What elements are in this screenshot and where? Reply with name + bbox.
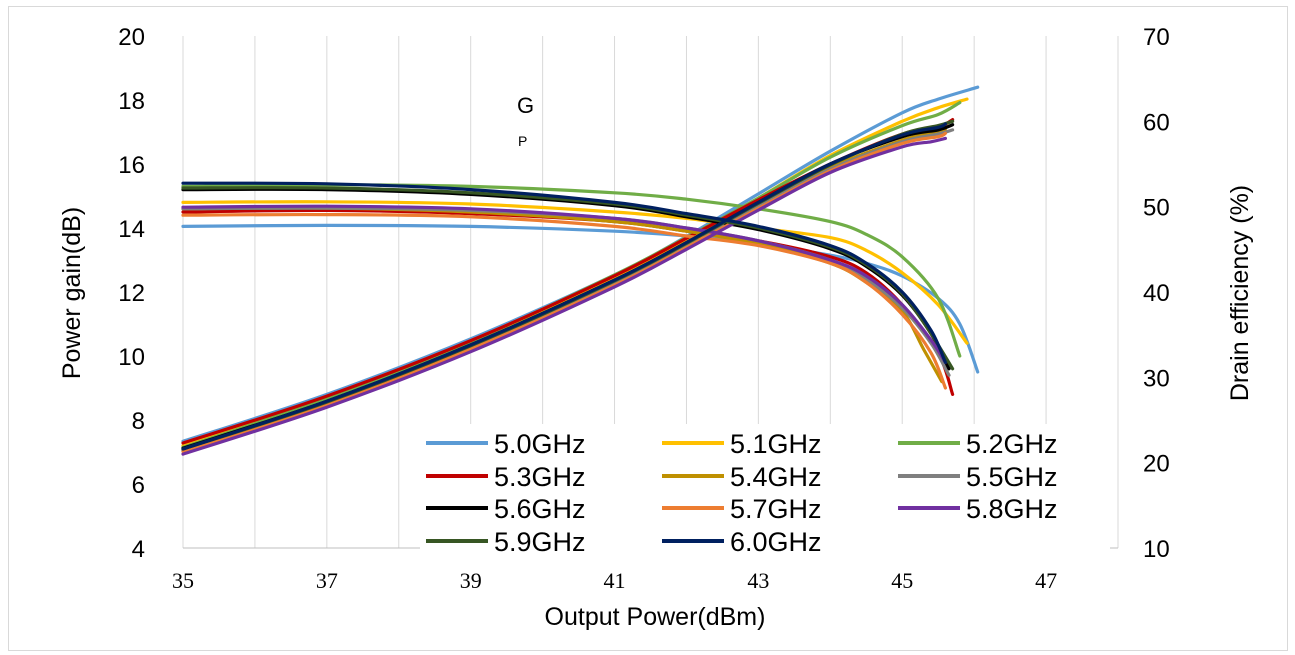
x-axis-title: Output Power(dBm) bbox=[545, 603, 766, 631]
left-y-tick-label: 4 bbox=[132, 536, 145, 563]
left-y-tick-label: 16 bbox=[118, 152, 145, 179]
legend-label: 5.2GHz bbox=[966, 429, 1058, 459]
left-y-tick-label: 6 bbox=[132, 472, 145, 499]
gain-line-57ghz bbox=[181, 212, 947, 390]
right-y-tick-label: 30 bbox=[1143, 365, 1170, 392]
legend-label: 5.8GHz bbox=[966, 494, 1058, 524]
right-y-tick-label: 70 bbox=[1143, 24, 1170, 51]
left-y-tick-label: 8 bbox=[132, 408, 145, 435]
left-y-axis-title: Power gain(dB) bbox=[58, 207, 86, 379]
right-y-tick-label: 10 bbox=[1143, 536, 1170, 563]
annotation-gp-main: G bbox=[517, 93, 534, 118]
legend-label: 5.3GHz bbox=[494, 462, 586, 492]
gain-line-54ghz bbox=[181, 206, 944, 384]
right-y-tick-label: 60 bbox=[1143, 109, 1170, 136]
series-lines bbox=[181, 85, 980, 456]
x-tick-label: 39 bbox=[460, 568, 482, 593]
right-y-tick-label: 50 bbox=[1143, 195, 1170, 222]
x-tick-label: 47 bbox=[1035, 568, 1057, 593]
x-tick-label: 37 bbox=[316, 568, 338, 593]
right-y-axis-title: Drain efficiency (%) bbox=[1226, 185, 1254, 401]
legend-label: 5.0GHz bbox=[494, 429, 586, 459]
gain-line-60ghz bbox=[181, 181, 947, 364]
legend-label: 5.9GHz bbox=[494, 527, 586, 557]
legend-label: 5.1GHz bbox=[730, 429, 822, 459]
right-y-tick-label: 20 bbox=[1143, 451, 1170, 478]
right-y-tick-labels: 10 20 30 40 50 60 70 bbox=[1143, 24, 1170, 563]
legend-background bbox=[420, 424, 1110, 554]
left-y-tick-label: 20 bbox=[118, 24, 145, 51]
efficiency-line-58ghz bbox=[181, 136, 947, 456]
left-y-tick-label: 18 bbox=[118, 88, 145, 115]
x-tick-label: 41 bbox=[604, 568, 626, 593]
legend-label: 5.4GHz bbox=[730, 462, 822, 492]
right-y-tick-label: 40 bbox=[1143, 280, 1170, 307]
annotation-gp-sub: P bbox=[518, 133, 527, 149]
gain-line-55ghz bbox=[181, 206, 951, 377]
efficiency-line-60ghz bbox=[181, 122, 947, 451]
x-tick-label: 35 bbox=[172, 568, 194, 593]
legend-label: 5.5GHz bbox=[966, 462, 1058, 492]
efficiency-line-56ghz bbox=[181, 123, 955, 450]
efficiency-line-54ghz bbox=[181, 128, 947, 452]
x-tick-label: 43 bbox=[747, 568, 769, 593]
efficiency-line-52ghz bbox=[181, 101, 962, 449]
legend-label: 5.6GHz bbox=[494, 494, 586, 524]
chart-frame bbox=[8, 6, 1288, 651]
left-y-tick-label: 10 bbox=[118, 344, 145, 371]
legend-label: 5.7GHz bbox=[730, 494, 822, 524]
legend-label: 6.0GHz bbox=[730, 527, 822, 557]
left-y-tick-label: 14 bbox=[118, 216, 145, 243]
x-tick-labels: 35 37 39 41 43 45 47 bbox=[172, 568, 1057, 593]
x-tick-label: 45 bbox=[891, 568, 913, 593]
left-y-tick-labels: 4 6 8 10 12 14 16 18 20 bbox=[118, 24, 145, 563]
left-y-tick-label: 12 bbox=[118, 280, 145, 307]
legend: 5.0GHz 5.1GHz 5.2GHz 5.3GHz 5.4GHz 5.5GHz 5.6G… bbox=[420, 424, 1110, 557]
